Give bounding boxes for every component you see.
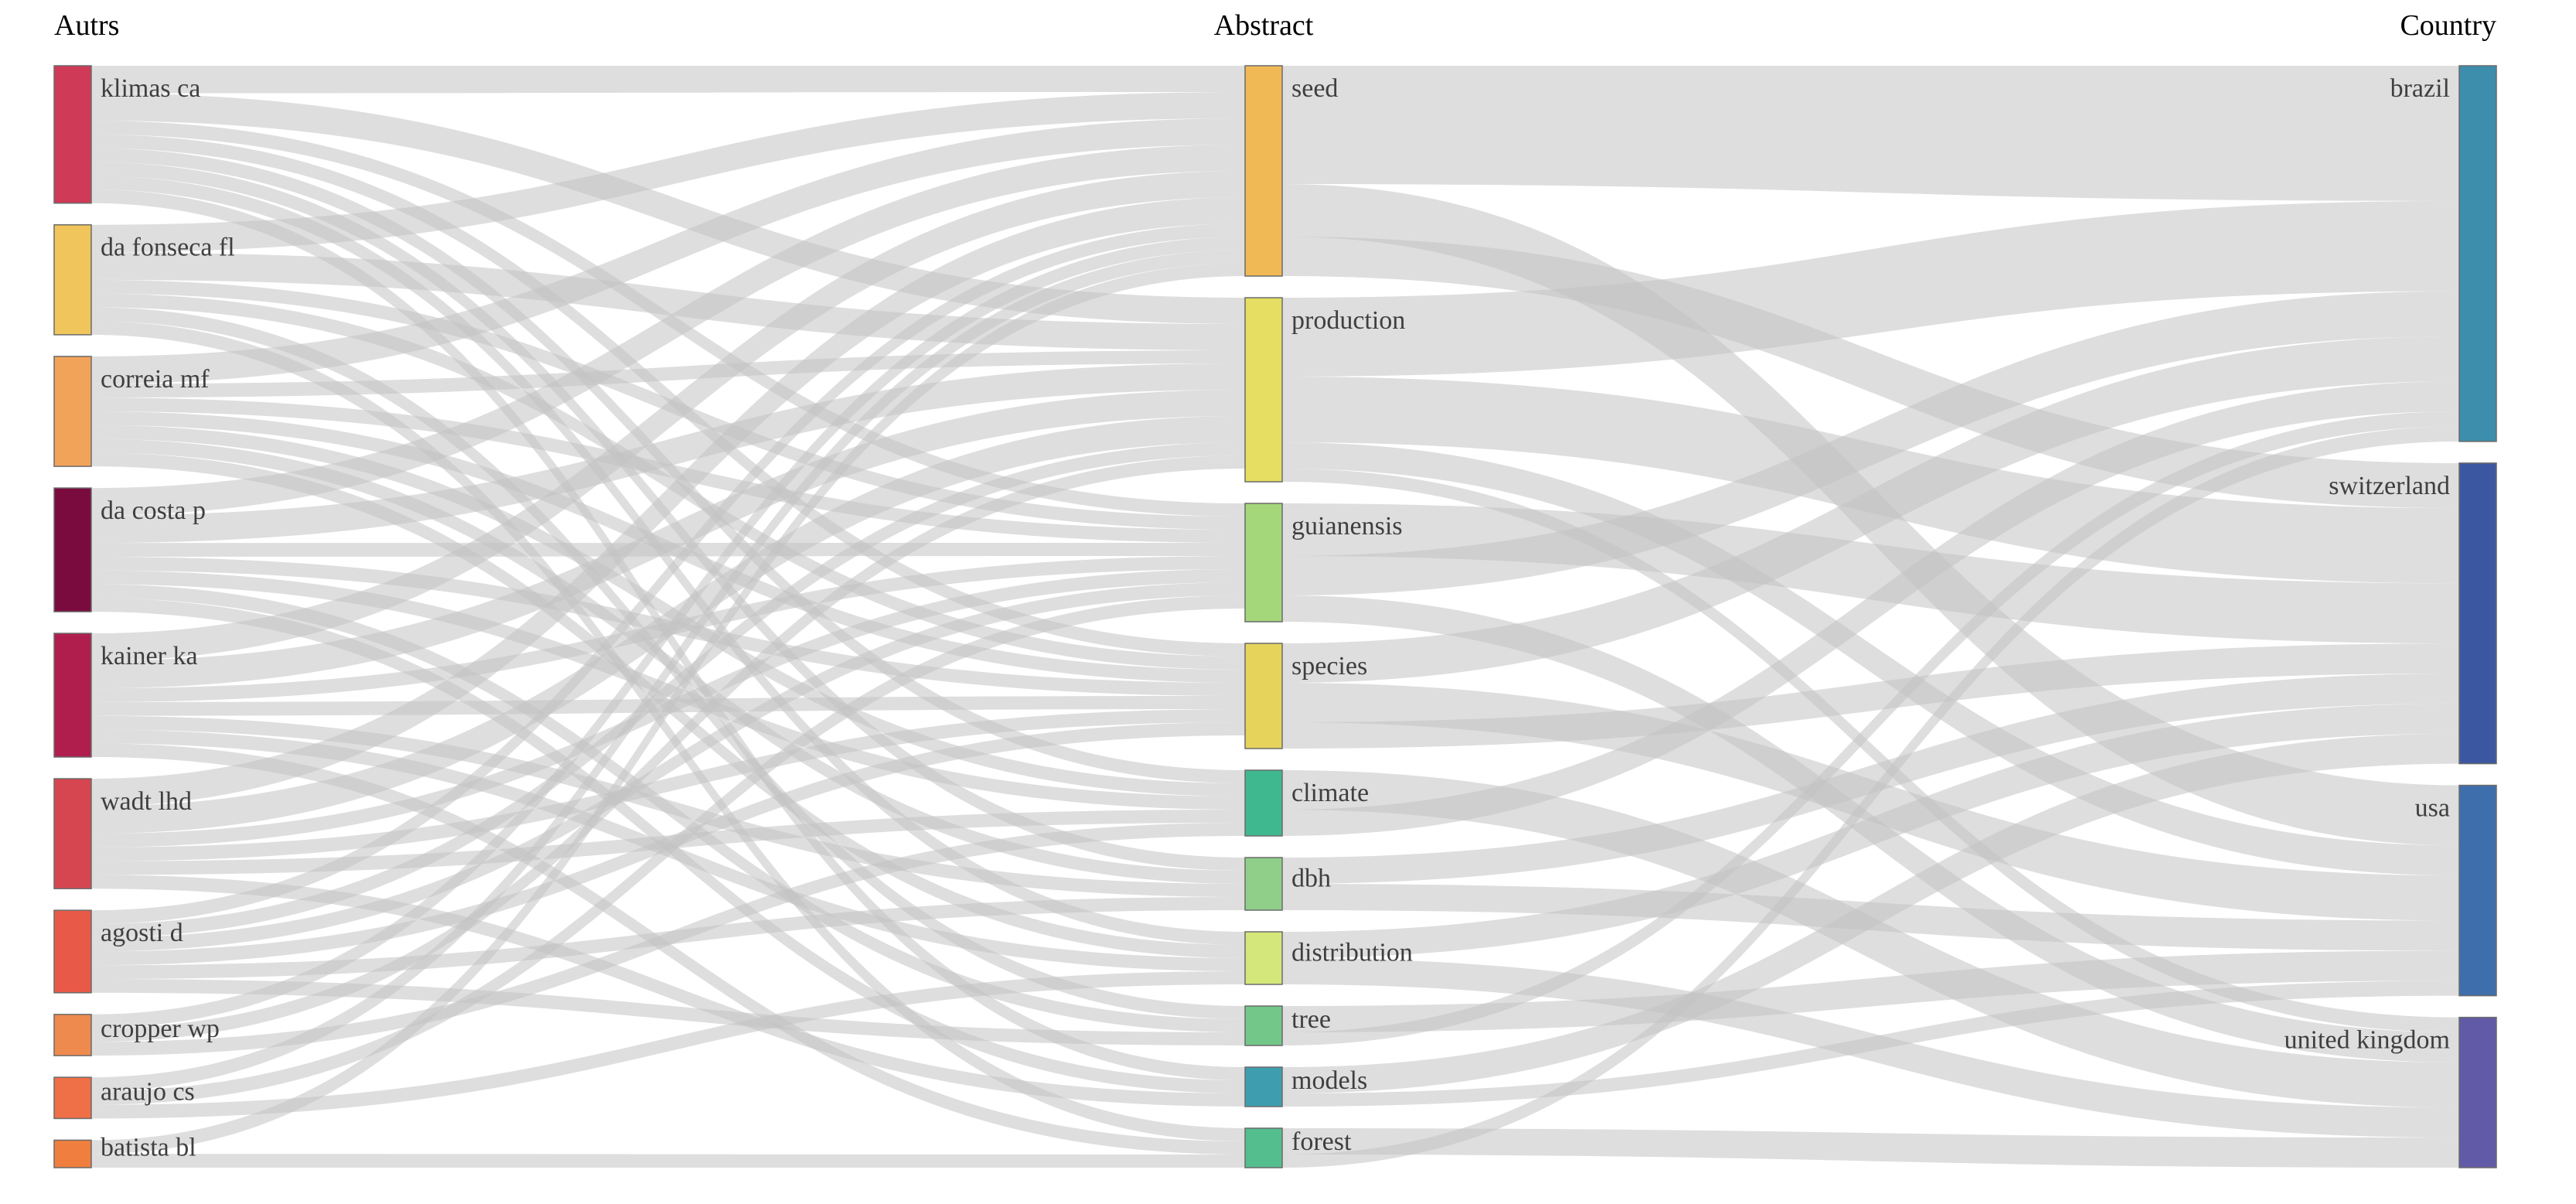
sankey-node xyxy=(2459,1018,2496,1168)
column-header: Autrs xyxy=(54,9,119,42)
sankey-node-label: da costa p xyxy=(101,496,206,525)
sankey-link xyxy=(91,66,1245,94)
sankey-node xyxy=(1245,932,1282,984)
sankey-node xyxy=(54,488,91,612)
sankey-node-label: araujo cs xyxy=(101,1077,195,1106)
sankey-node xyxy=(1245,643,1282,749)
column-header: Abstract xyxy=(1214,9,1314,42)
sankey-node-label: wadt lhd xyxy=(101,787,192,816)
sankey-node xyxy=(54,1077,91,1118)
sankey-node-label: correia mf xyxy=(101,365,210,394)
sankey-node-label: production xyxy=(1291,306,1405,335)
sankey-node xyxy=(54,1015,91,1056)
sankey-diagram: klimas ca da fonseca fl correia mf da costa… xyxy=(0,0,2576,1204)
sankey-node xyxy=(1245,1067,1282,1107)
sankey-node xyxy=(1245,858,1282,910)
sankey-node-label: cropper wp xyxy=(101,1015,220,1043)
sankey-node-label: tree xyxy=(1291,1005,1331,1034)
sankey-node xyxy=(54,779,91,889)
sankey-node xyxy=(54,356,91,466)
sankey-link xyxy=(1282,66,2459,201)
sankey-node-label: distribution xyxy=(1291,938,1413,967)
sankey-node-label: agosti d xyxy=(101,919,183,947)
sankey-node-label: batista bl xyxy=(101,1133,196,1161)
sankey-node-label: forest xyxy=(1291,1127,1352,1156)
sankey-node-label: klimas ca xyxy=(101,74,200,103)
sankey-node xyxy=(1245,770,1282,836)
sankey-node-label: dbh xyxy=(1291,864,1331,892)
sankey-node xyxy=(1245,1006,1282,1045)
sankey-node xyxy=(54,225,91,335)
sankey-node-label: kainer ka xyxy=(101,642,198,670)
sankey-node-label: climate xyxy=(1291,779,1369,807)
sankey-node xyxy=(54,633,91,757)
sankey-node-label: brazil xyxy=(2390,74,2450,103)
sankey-node xyxy=(54,66,91,203)
sankey-node xyxy=(2459,66,2496,442)
sankey-node-label: usa xyxy=(2415,794,2450,823)
sankey-node-label: guianensis xyxy=(1291,512,1403,541)
sankey-link xyxy=(91,1154,1245,1168)
sankey-node xyxy=(1245,1128,1282,1168)
sankey-node-label: species xyxy=(1291,652,1367,680)
column-header: Country xyxy=(2400,9,2496,42)
sankey-node xyxy=(54,1140,91,1168)
sankey-node xyxy=(54,910,91,993)
sankey-node-label: seed xyxy=(1291,74,1338,103)
sankey-node xyxy=(2459,786,2496,996)
sankey-node-label: switzerland xyxy=(2329,472,2450,500)
sankey-node xyxy=(1245,298,1282,482)
sankey-node-label: models xyxy=(1291,1066,1367,1095)
sankey-node-label: united kingdom xyxy=(2284,1026,2450,1055)
sankey-node-label: da fonseca fl xyxy=(101,234,235,262)
sankey-node xyxy=(1245,66,1282,276)
sankey-node xyxy=(1245,503,1282,622)
sankey-node xyxy=(2459,463,2496,764)
